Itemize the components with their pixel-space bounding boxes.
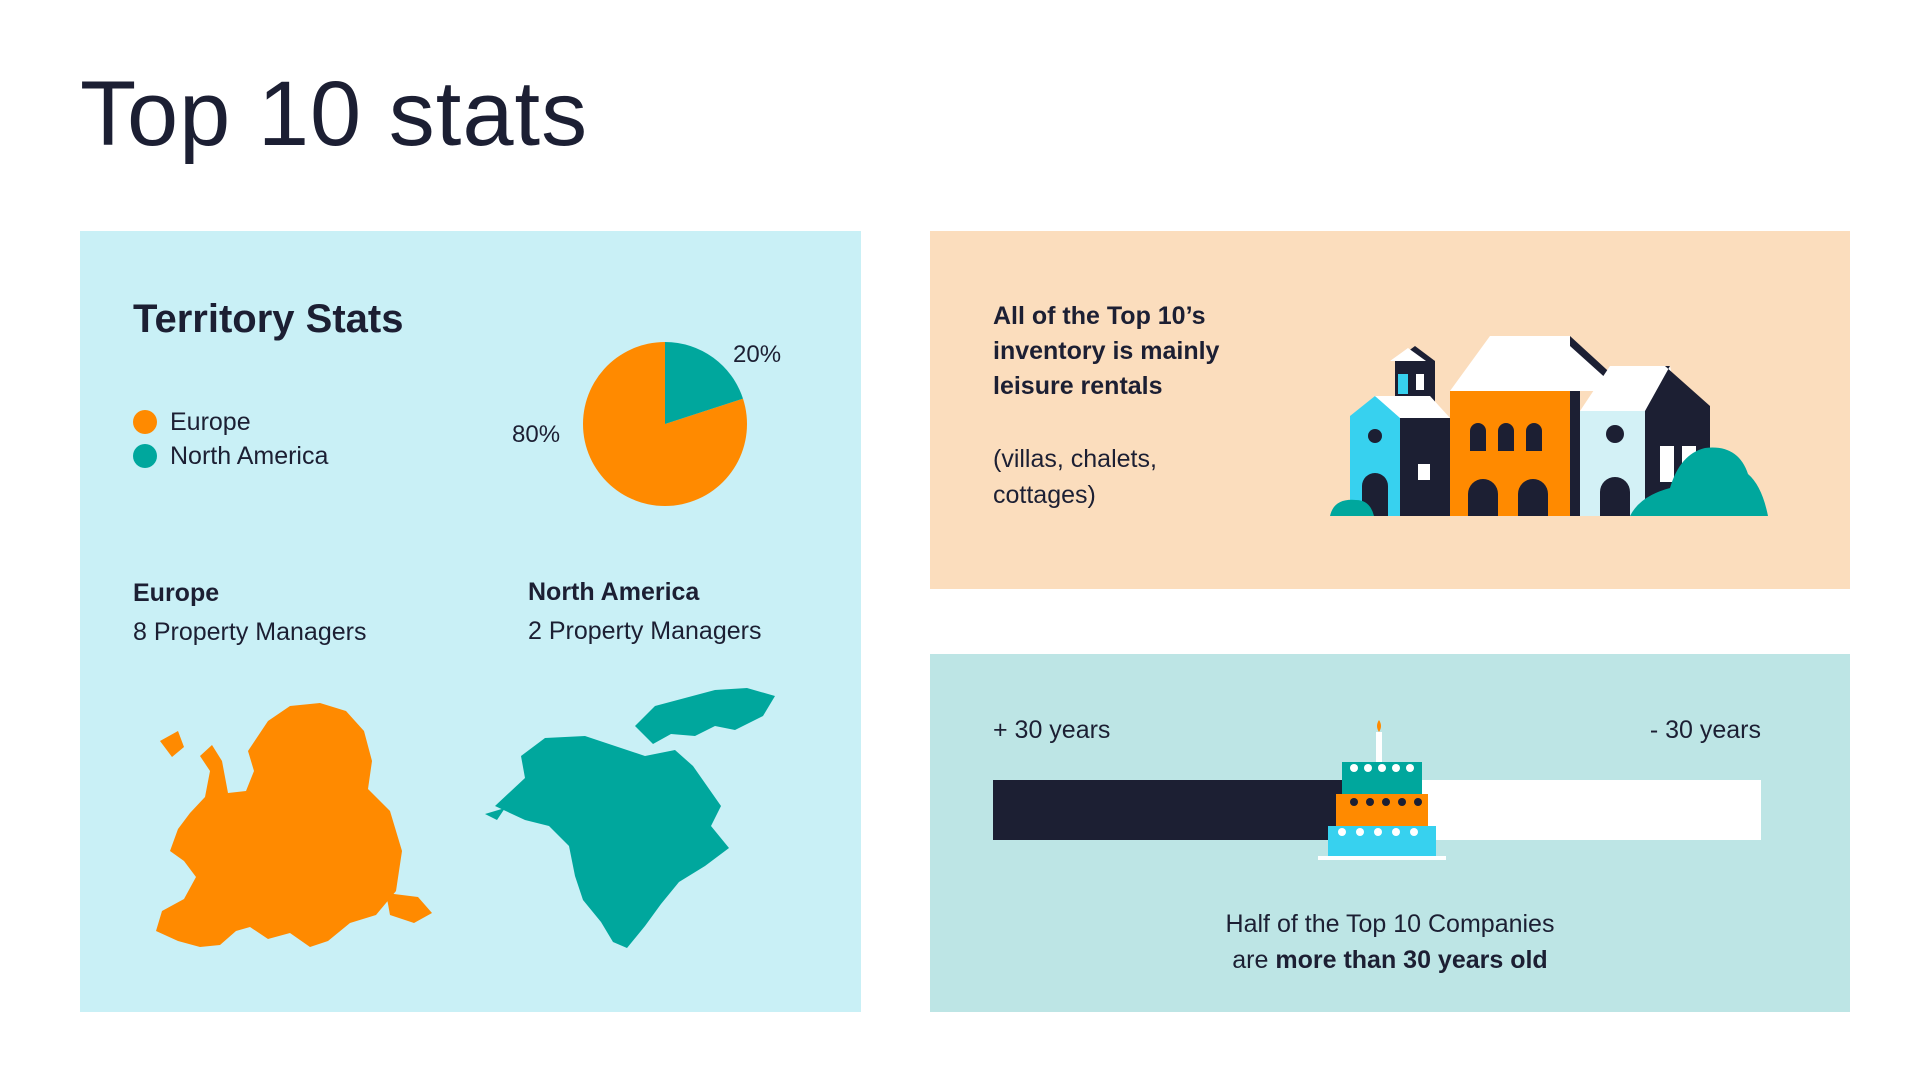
age-progress-fill — [993, 780, 1377, 840]
page-title: Top 10 stats — [80, 63, 589, 165]
legend-label-north-america: North America — [170, 441, 329, 470]
territory-stats-card: Territory Stats Europe North America 20%… — [80, 231, 861, 1012]
age-caption-bold: more than 30 years old — [1275, 946, 1548, 974]
age-caption-line2: are more than 30 years old — [930, 942, 1850, 978]
north-america-map-icon — [485, 688, 775, 948]
inventory-card: All of the Top 10’s inventory is mainly … — [930, 231, 1850, 589]
territory-pie-chart — [583, 342, 747, 506]
age-caption-line1: Half of the Top 10 Companies — [1225, 910, 1555, 938]
age-caption: Half of the Top 10 Companies are more th… — [930, 906, 1850, 978]
region-north-america: North America 2 Property Managers — [528, 578, 761, 646]
legend-dot-north-america — [133, 444, 157, 468]
age-right-label: - 30 years — [1649, 716, 1761, 744]
europe-map-icon — [156, 703, 432, 947]
pie-label-20: 20% — [733, 341, 782, 368]
region-count-europe: 8 Property Managers — [133, 618, 367, 646]
region-name-europe: Europe — [133, 579, 220, 607]
legend-dot-europe — [133, 410, 157, 434]
legend-item-europe: Europe — [133, 405, 328, 439]
pie-slice-north-america — [665, 342, 743, 424]
territory-legend: Europe North America — [133, 405, 328, 473]
age-left-label: + 30 years — [993, 716, 1111, 744]
region-europe: Europe 8 Property Managers — [133, 579, 366, 647]
territory-stats-title: Territory Stats — [133, 297, 404, 341]
region-name-north-america: North America — [528, 578, 700, 606]
legend-label-europe: Europe — [170, 407, 251, 436]
region-count-north-america: 2 Property Managers — [528, 617, 762, 645]
houses-icon — [1330, 336, 1768, 516]
legend-item-north-america: North America — [133, 439, 328, 473]
company-age-card: + 30 years - 30 years Half of the Top 10… — [930, 654, 1850, 1012]
inventory-subtext: (villas, chalets, cottages) — [993, 445, 1157, 509]
inventory-heading: All of the Top 10’s inventory is mainly … — [993, 302, 1220, 400]
birthday-cake-icon — [1318, 720, 1446, 860]
age-caption-prefix: are — [1232, 946, 1276, 974]
pie-label-80: 80% — [512, 421, 561, 448]
